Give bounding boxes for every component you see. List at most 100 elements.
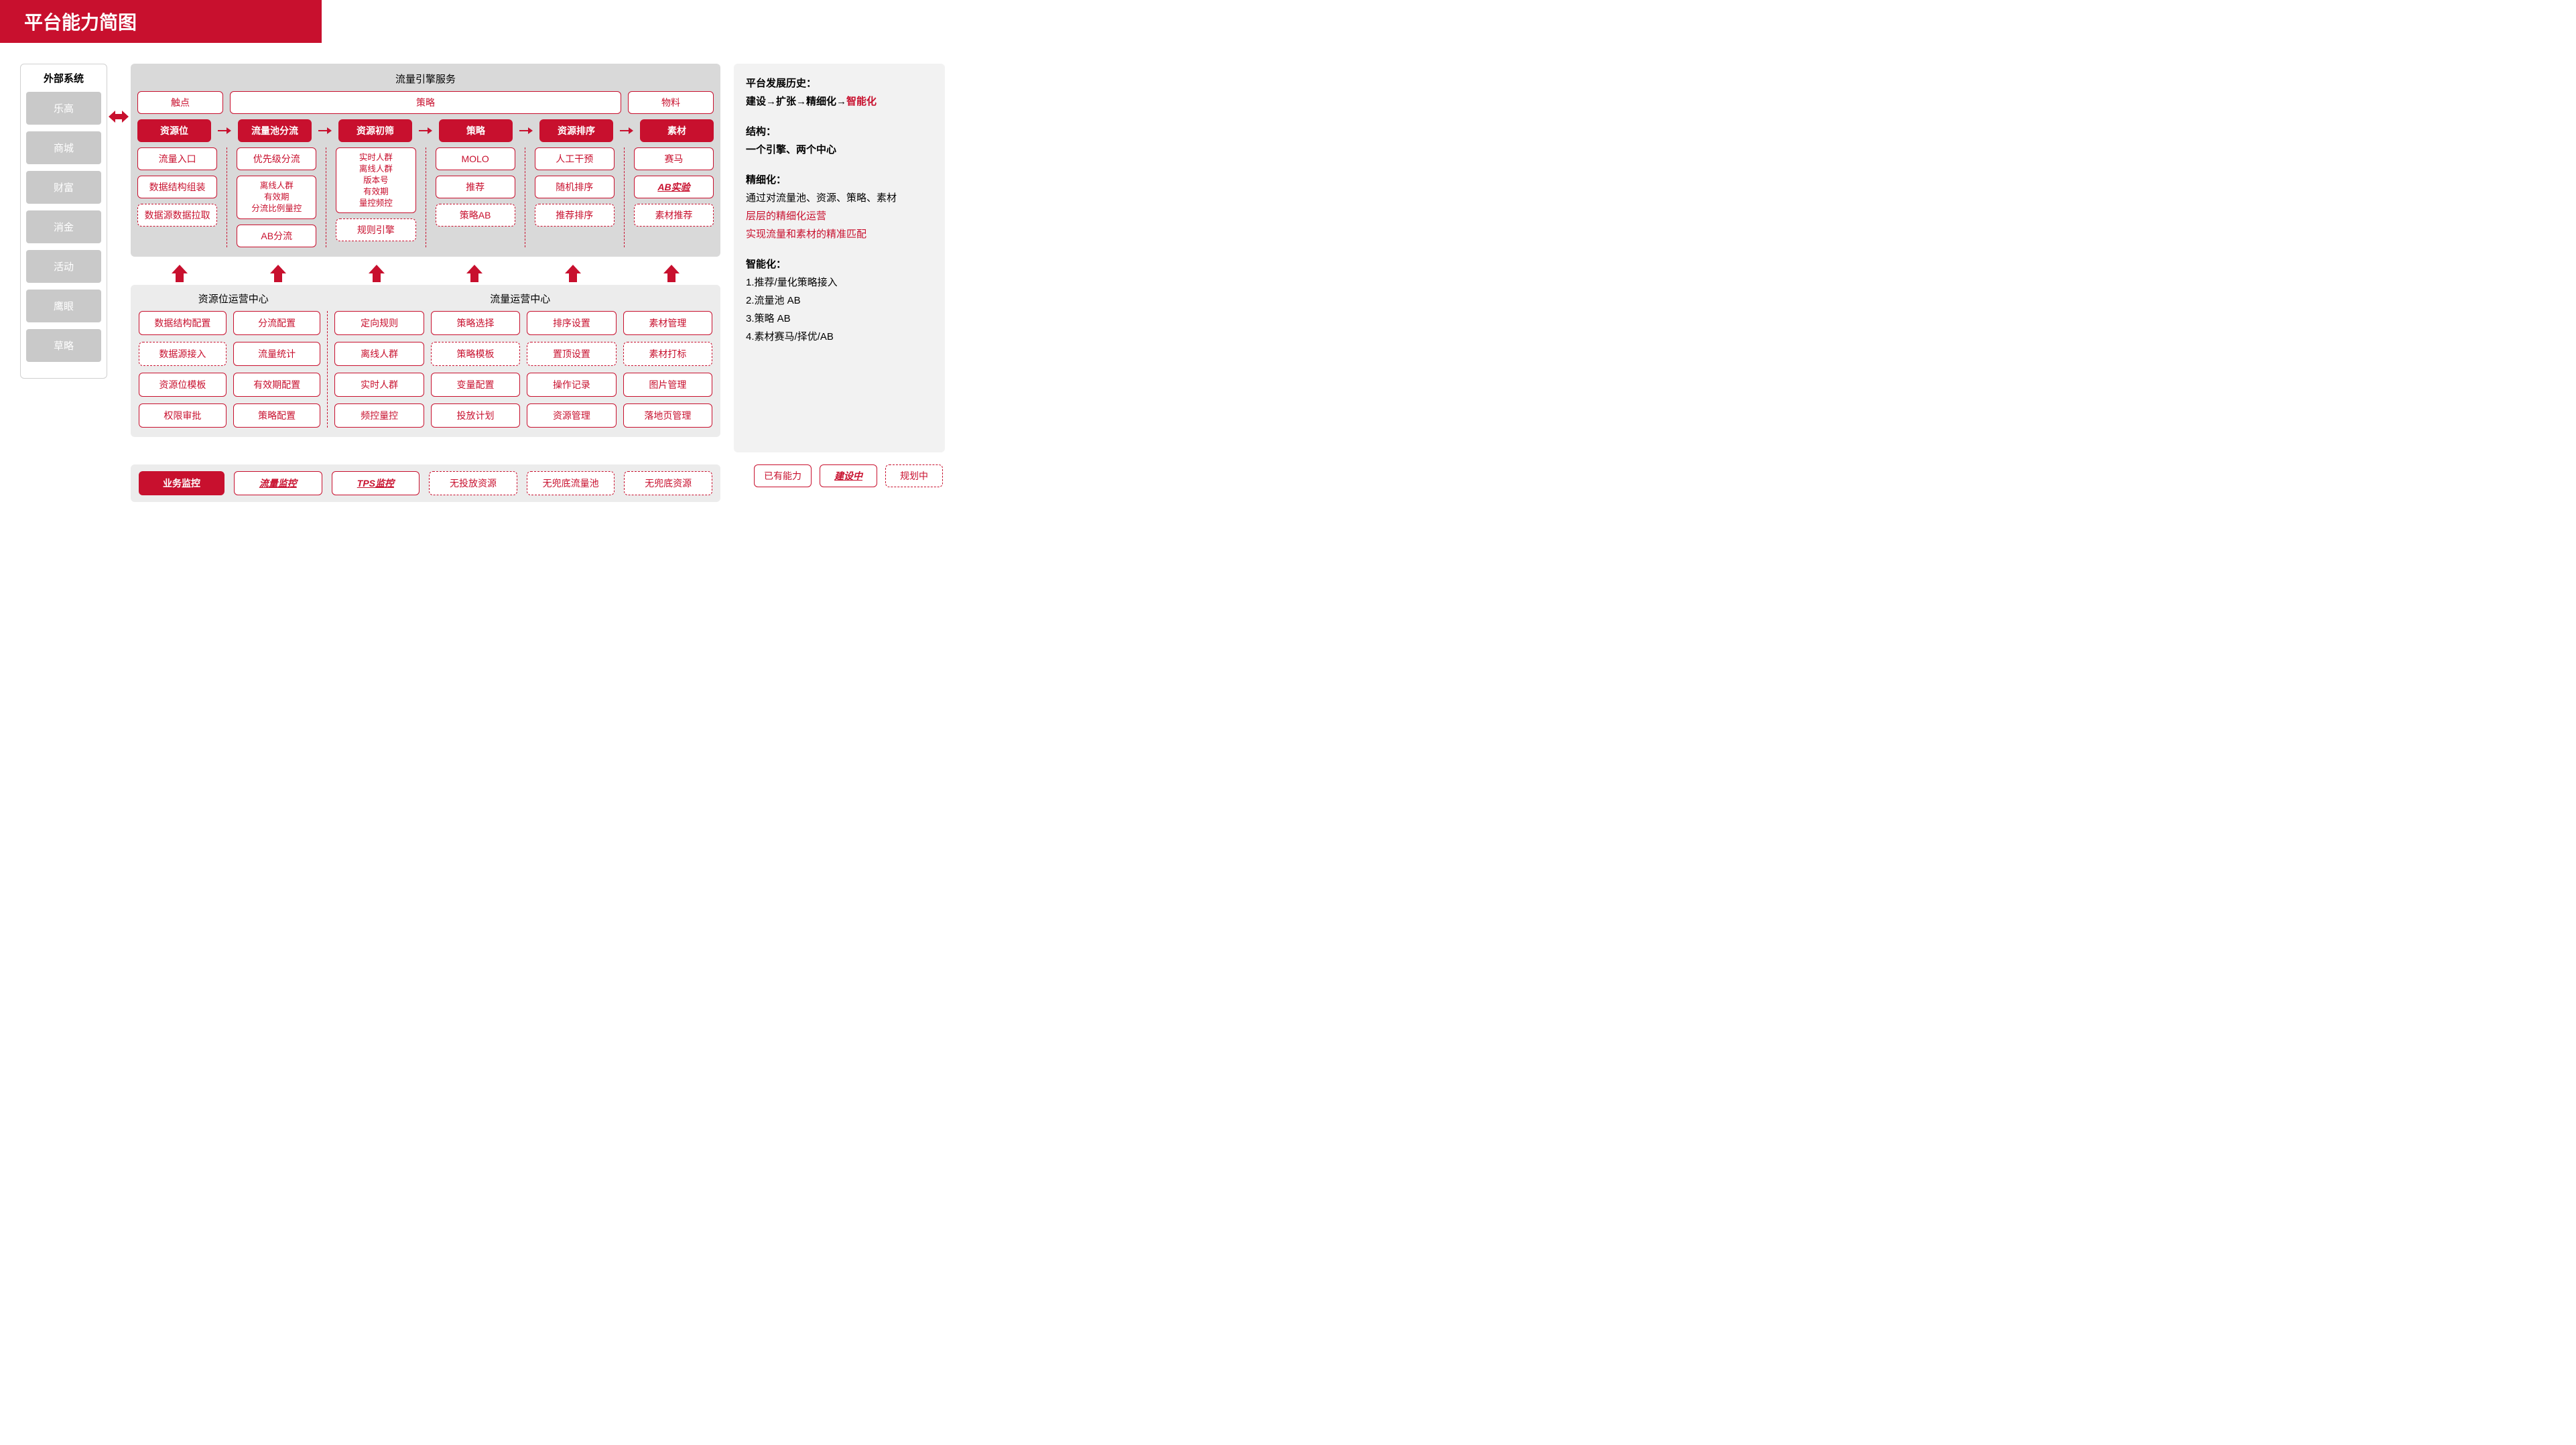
ops-column: 排序设置置顶设置操作记录资源管理 [527, 311, 616, 428]
cell: 赛马 [634, 147, 714, 170]
cell: 数据结构组装 [137, 176, 217, 198]
cell: 投放计划 [431, 403, 520, 428]
engine-detail-row: 流量入口数据结构组装数据源数据拉取优先级分流离线人群有效期分流比例量控AB分流实… [137, 147, 714, 247]
structure-text: 一个引擎、两个中心 [746, 141, 933, 159]
history-chain: 建设扩张精细化智能化 [746, 92, 933, 111]
cell: 落地页管理 [623, 403, 712, 428]
header-cell: 触点 [137, 91, 223, 114]
fine-heading: 精细化： [746, 171, 933, 189]
legend-building: 建设中 [820, 464, 877, 487]
cell: 流量统计 [233, 342, 321, 366]
ops-column: 策略选择策略模板变量配置投放计划 [431, 311, 520, 428]
up-arrow-icon [229, 265, 328, 282]
smart-item: 1.推荐/量化策略接入 [746, 273, 933, 292]
cell: 无投放资源 [429, 471, 517, 495]
engine-column: 优先级分流离线人群有效期分流比例量控AB分流 [237, 147, 316, 247]
ext-item: 商城 [26, 131, 101, 164]
up-arrow-icon [131, 265, 229, 282]
cell: 图片管理 [623, 373, 712, 397]
flow-step: 素材 [640, 119, 714, 142]
up-arrow-icon [426, 265, 524, 282]
cell: 资源位模板 [139, 373, 227, 397]
cell: 策略配置 [233, 403, 321, 428]
legend-plan: 规划中 [885, 464, 943, 487]
cell: 无兜底资源 [624, 471, 712, 495]
engine-column: MOLO 推荐策略AB [436, 147, 515, 247]
cell: 数据结构配置 [139, 311, 227, 335]
flow-step: 流量池分流 [238, 119, 312, 142]
cell: 频控量控 [334, 403, 424, 428]
cell: 资源管理 [527, 403, 616, 428]
engine-column: 流量入口数据结构组装数据源数据拉取 [137, 147, 217, 247]
header-cell: 策略 [230, 91, 621, 114]
up-arrow-icon [524, 265, 623, 282]
up-arrow-icon [622, 265, 720, 282]
smart-item: 4.素材赛马/择优/AB [746, 328, 933, 346]
cell: 有效期配置 [233, 373, 321, 397]
cell: 策略模板 [431, 342, 520, 366]
cell: AB分流 [237, 225, 316, 247]
engine-header-row: 触点 策略 物料 [137, 91, 714, 114]
cell: 数据源数据拉取 [137, 204, 217, 227]
cell: 权限审批 [139, 403, 227, 428]
cell: 排序设置 [527, 311, 616, 335]
cell: 随机排序 [535, 176, 615, 198]
flow-step: 资源排序 [539, 119, 613, 142]
ext-item: 活动 [26, 250, 101, 283]
cell: 推荐 [436, 176, 515, 198]
ops-right-title: 流量运营中心 [328, 292, 712, 311]
engine-panel: 流量引擎服务 触点 策略 物料 资源位流量池分流资源初筛策略资源排序素材 流量入… [131, 64, 720, 257]
cell: 策略AB [436, 204, 515, 227]
up-arrow-icon [327, 265, 426, 282]
legend: 已有能力 建设中 规划中 [754, 464, 943, 487]
external-systems-panel: 外部系统 乐高 商城 财富 消金 活动 鹰眼 草略 [20, 64, 107, 379]
header-cell: 物料 [628, 91, 714, 114]
cell: 素材打标 [623, 342, 712, 366]
ext-item: 消金 [26, 210, 101, 243]
cell: MOLO [436, 147, 515, 170]
cell: 置顶设置 [527, 342, 616, 366]
cell: 实时人群离线人群版本号有效期量控频控 [336, 147, 415, 213]
cell: 无兜底流量池 [527, 471, 615, 495]
structure-heading: 结构： [746, 123, 933, 141]
cell: 变量配置 [431, 373, 520, 397]
ops-column: 定向规则离线人群实时人群频控量控 [334, 311, 424, 428]
right-text-panel: 平台发展历史： 建设扩张精细化智能化 结构： 一个引擎、两个中心 精细化： 通过… [734, 64, 945, 452]
column-divider [624, 147, 625, 247]
flow-arrow-icon [519, 119, 533, 142]
cell: 推荐排序 [535, 204, 615, 227]
history-heading: 平台发展历史： [746, 74, 933, 92]
engine-column: 赛马AB实验素材推荐 [634, 147, 714, 247]
page-title: 平台能力简图 [0, 0, 322, 43]
cell: TPS监控 [332, 471, 420, 495]
cell: 流量监控 [234, 471, 322, 495]
ext-item: 乐高 [26, 92, 101, 125]
cell: 操作记录 [527, 373, 616, 397]
operations-panel: 资源位运营中心 流量运营中心 数据结构配置数据源接入资源位模板权限审批分流配置流… [131, 285, 720, 437]
cell: 策略选择 [431, 311, 520, 335]
cell: AB实验 [634, 176, 714, 198]
cell: 素材管理 [623, 311, 712, 335]
flow-arrow-icon [620, 119, 633, 142]
cell: 人工干预 [535, 147, 615, 170]
smart-item: 3.策略 AB [746, 310, 933, 328]
fine-text: 实现流量和素材的精准匹配 [746, 225, 933, 243]
flow-arrow-icon [419, 119, 432, 142]
flow-step: 资源位 [137, 119, 211, 142]
flow-arrow-icon [218, 119, 231, 142]
fine-text: 通过对流量池、资源、策略、素材 [746, 189, 933, 207]
flow-arrow-icon [318, 119, 332, 142]
monitor-label: 业务监控 [139, 471, 224, 495]
diagram-canvas: 外部系统 乐高 商城 财富 消金 活动 鹰眼 草略 流量引擎服务 触点 策略 物… [20, 64, 946, 528]
smart-heading: 智能化： [746, 255, 933, 273]
fine-text: 层层的精细化运营 [746, 207, 933, 225]
cell: 数据源接入 [139, 342, 227, 366]
engine-column: 人工干预随机排序推荐排序 [535, 147, 615, 247]
monitor-panel: 业务监控流量监控 TPS监控无投放资源无兜底流量池无兜底资源 [131, 464, 720, 502]
ext-item: 鹰眼 [26, 290, 101, 322]
legend-have: 已有能力 [754, 464, 812, 487]
flow-step: 策略 [439, 119, 513, 142]
cell: 流量入口 [137, 147, 217, 170]
cell: 离线人群 [334, 342, 424, 366]
cell: 优先级分流 [237, 147, 316, 170]
